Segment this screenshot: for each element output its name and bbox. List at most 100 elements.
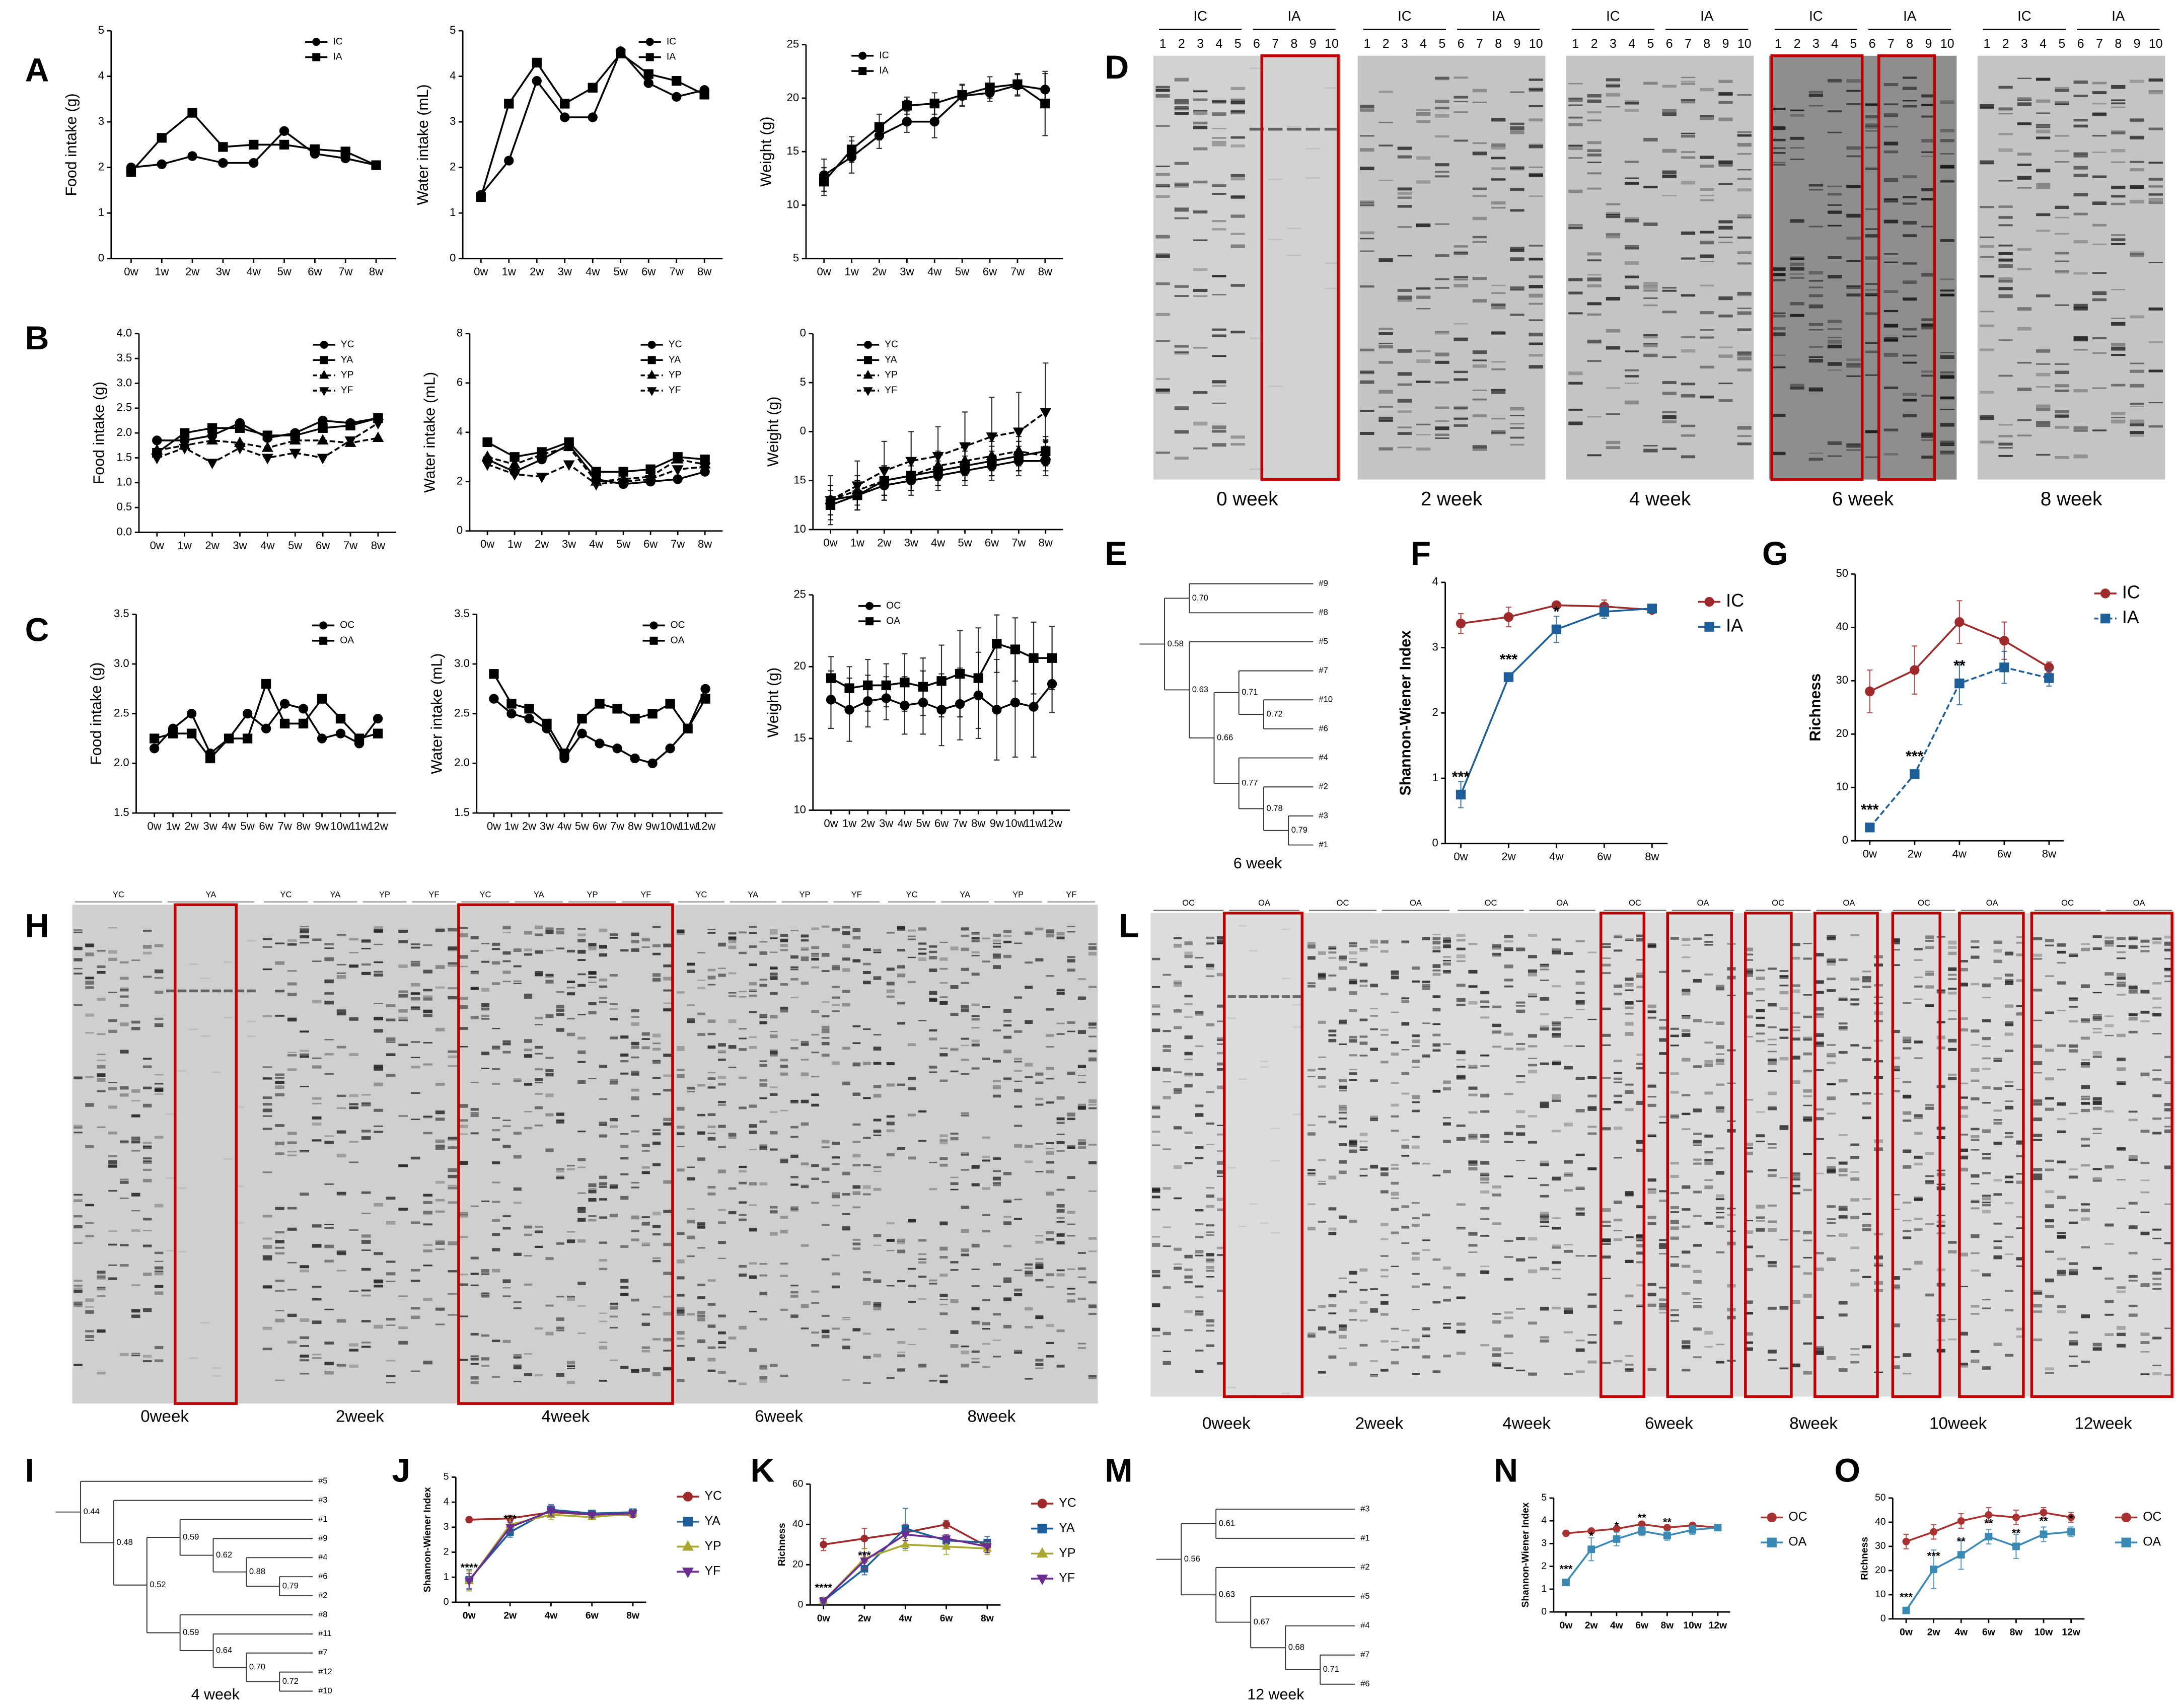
gel-band: [1636, 974, 1645, 978]
gel-band: [74, 1287, 83, 1290]
gel-band: [85, 943, 94, 947]
gel-band: [992, 1340, 1001, 1341]
gel-band: [1443, 1122, 1451, 1126]
gel-band: [1216, 973, 1225, 977]
gel-band: [609, 1326, 618, 1329]
gel-band: [1744, 1151, 1753, 1155]
gel-band: [842, 944, 850, 948]
gel-band: [1808, 323, 1824, 326]
gel-band: [652, 1257, 661, 1259]
gel-band: [1682, 1225, 1691, 1228]
gel-band: [1480, 1270, 1490, 1274]
gel-band: [1670, 1236, 1679, 1240]
gel-band: [832, 964, 840, 969]
gel-band: [1998, 447, 2013, 449]
group-label: OA: [1556, 898, 1568, 908]
gel-band: [1378, 342, 1393, 344]
gel-band: [1025, 986, 1033, 989]
gel-band: [566, 992, 575, 996]
gel-band: [728, 992, 737, 994]
gel-band: [1480, 1218, 1490, 1220]
gel-band: [1152, 1004, 1160, 1007]
gel-band: [1625, 1259, 1634, 1263]
gel-band: [739, 1214, 747, 1216]
gel-band: [1704, 1346, 1713, 1348]
gel-band: [1193, 125, 1208, 129]
gel-band: [535, 1124, 543, 1127]
gel-band: [1035, 1103, 1044, 1106]
gel-band: [1903, 393, 1917, 396]
gel-band: [262, 1259, 272, 1260]
gel-band: [435, 1027, 445, 1031]
gel-band: [1662, 286, 1677, 289]
gel-band: [1416, 381, 1431, 383]
gel-band: [1883, 261, 1899, 263]
gel-band: [481, 1200, 490, 1202]
gel-band: [2017, 187, 2032, 189]
gel-band: [1305, 177, 1320, 179]
gel-band: [1412, 1066, 1420, 1068]
legend-label: YP: [669, 370, 682, 381]
gel-band: [687, 1166, 695, 1168]
gel-band: [1088, 951, 1097, 956]
gel-band: [918, 1261, 927, 1264]
gel-band: [1088, 1143, 1097, 1146]
gel-band: [1491, 292, 1506, 294]
gel-band: [739, 1165, 747, 1168]
gel-band: [929, 1065, 937, 1069]
gel-band: [1827, 79, 1842, 82]
group-label: YC: [113, 889, 124, 899]
marker: [1689, 1526, 1697, 1534]
gel-band: [631, 1022, 639, 1026]
gel-band: [120, 1022, 129, 1026]
gel-band: [361, 939, 371, 943]
gel-band: [1693, 1162, 1702, 1165]
gel-band: [769, 1034, 778, 1038]
gel-band: [1416, 120, 1431, 123]
gel-band: [1980, 311, 1994, 313]
gel-band: [1056, 1221, 1065, 1223]
gel-band: [1370, 1308, 1378, 1312]
gel-band: [2092, 201, 2107, 205]
gel-band: [166, 1177, 175, 1179]
gel-band: [1659, 1306, 1668, 1310]
gel-band: [1456, 947, 1466, 950]
gel-band: [1397, 299, 1412, 302]
gel-band: [1700, 242, 1714, 245]
gel-band: [324, 1183, 334, 1185]
marker: [560, 112, 570, 122]
gel-band: [1046, 975, 1054, 977]
gel-band: [663, 1118, 672, 1122]
marker: [1930, 1566, 1938, 1573]
gel-band: [1614, 1321, 1623, 1325]
legend-label: YA: [1059, 1521, 1075, 1535]
gel-band: [2073, 429, 2088, 432]
gel-band: [1768, 1058, 1777, 1062]
gel-band: [374, 961, 383, 963]
x-tick-label: 6w: [593, 820, 607, 833]
gel-band: [1700, 395, 1714, 399]
y-axis-label: Weight (g): [765, 667, 781, 737]
gel-band: [435, 1148, 445, 1150]
gel-band: [1077, 1267, 1086, 1270]
y-tick-label: 3: [98, 115, 104, 127]
gel-band: [1846, 293, 1861, 296]
gel-band: [1771, 332, 1786, 336]
gel-band: [1391, 1167, 1399, 1170]
gel-band: [2148, 198, 2163, 201]
gel-band: [1174, 1026, 1182, 1029]
gel-band: [1552, 1246, 1561, 1249]
annotation: ***: [858, 1549, 871, 1562]
gel-band: [1540, 1195, 1549, 1198]
group-label: YP: [587, 889, 598, 899]
gel-band: [739, 1028, 747, 1030]
gel-band: [1328, 1038, 1337, 1043]
gel-band: [1472, 414, 1487, 417]
gel-band: [1602, 1255, 1611, 1259]
gel-band: [1921, 104, 1936, 106]
gel-band: [1670, 1027, 1679, 1030]
y-tick-label: 10: [793, 523, 806, 535]
gel-band: [566, 1239, 575, 1243]
